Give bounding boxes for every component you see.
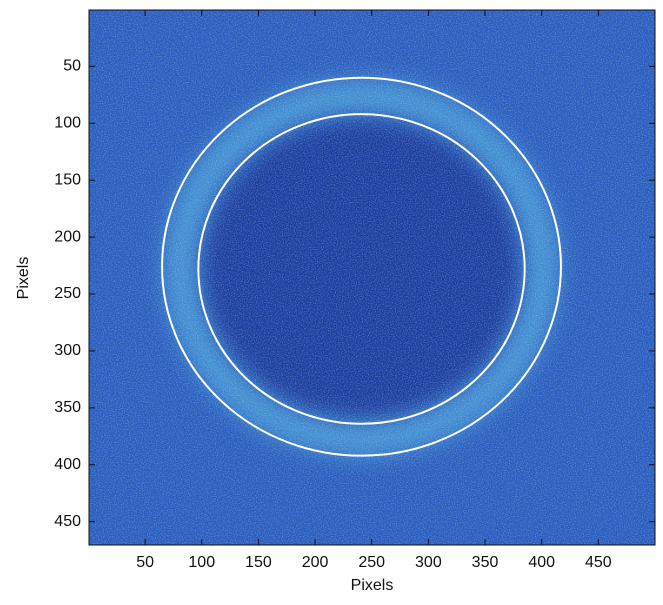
x-tick-label: 250 [358, 554, 385, 571]
y-tick-label: 100 [54, 114, 81, 131]
y-tick-label: 450 [54, 513, 81, 530]
x-tick-label: 350 [472, 554, 499, 571]
x-tick-label: 400 [528, 554, 555, 571]
x-tick-label: 450 [585, 554, 612, 571]
ellipse-outline [197, 113, 526, 425]
ellipse-outline [161, 76, 562, 457]
y-tick-label: 250 [54, 285, 81, 302]
image-noise [89, 10, 655, 545]
x-tick-label: 100 [188, 554, 215, 571]
y-tick-label: 300 [54, 342, 81, 359]
x-tick-label: 200 [302, 554, 329, 571]
image-area [89, 10, 655, 545]
y-tick-label: 150 [54, 171, 81, 188]
x-tick-label: 150 [245, 554, 272, 571]
y-tick-label: 50 [63, 58, 81, 75]
x-tick-label: 50 [136, 554, 154, 571]
y-axis-label: Pixels [15, 257, 32, 300]
y-tick-label: 350 [54, 399, 81, 416]
x-axis-label: Pixels [351, 577, 394, 594]
y-tick-label: 200 [54, 228, 81, 245]
x-tick-label: 300 [415, 554, 442, 571]
y-tick-label: 400 [54, 456, 81, 473]
